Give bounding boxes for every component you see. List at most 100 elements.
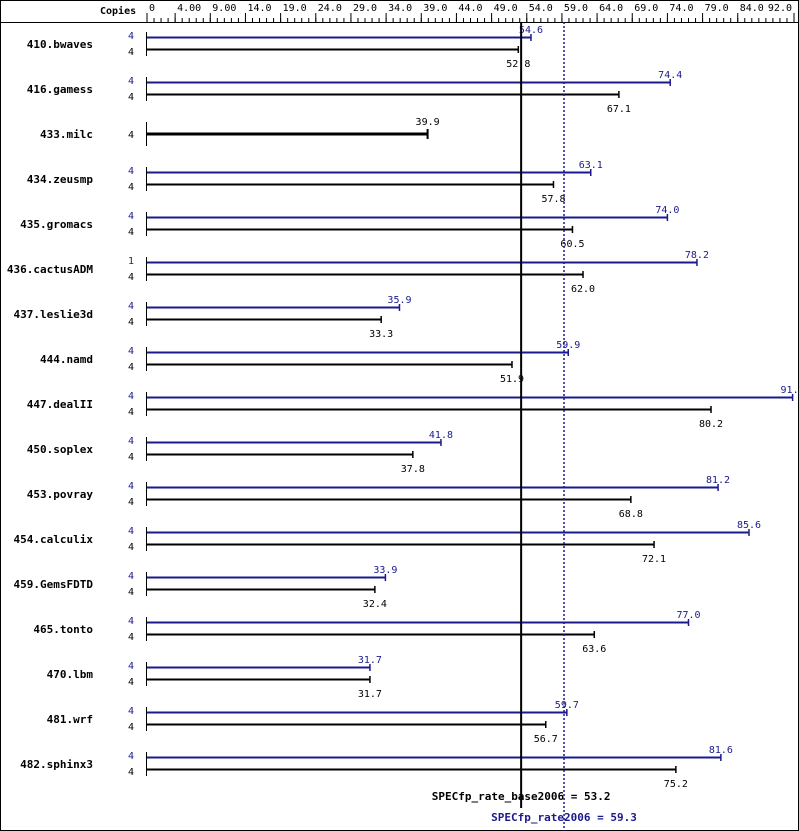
- peak-value-label: 91.8: [781, 385, 799, 396]
- peak-value-label: 63.1: [579, 160, 603, 171]
- base-copies: 4: [128, 407, 134, 418]
- peak-copies: 4: [128, 31, 134, 42]
- benchmark-label: 454.calculix: [14, 533, 94, 546]
- peak-copies: 4: [128, 526, 134, 537]
- peak-value-label: 59.9: [556, 340, 580, 351]
- peak-value-label: 31.7: [358, 655, 382, 666]
- benchmark-row: 450.soplex 4 41.8 4 37.8: [27, 430, 453, 475]
- benchmark-label: 433.milc: [40, 128, 93, 141]
- base-value-label: 51.9: [500, 374, 524, 385]
- base-value-label: 80.2: [699, 419, 723, 430]
- benchmark-label: 450.soplex: [27, 443, 94, 456]
- benchmark-label: 444.namd: [40, 353, 93, 366]
- base-value-label: 56.7: [534, 734, 558, 745]
- base-value-label: 72.1: [642, 554, 666, 565]
- base-copies: 4: [128, 130, 134, 141]
- base-value-label: 75.2: [664, 779, 688, 790]
- x-tick-label: 14.0: [247, 3, 271, 14]
- peak-copies: 4: [128, 166, 134, 177]
- x-tick-label: 74.0: [669, 3, 693, 14]
- x-tick-label: 84.0: [740, 3, 764, 14]
- base-summary-label: SPECfp_rate_base2006 = 53.2: [432, 790, 611, 803]
- peak-copies: 4: [128, 211, 134, 222]
- base-copies: 4: [128, 542, 134, 553]
- peak-value-label: 78.2: [685, 250, 709, 261]
- peak-value-label: 35.9: [387, 295, 411, 306]
- base-value-label: 33.3: [369, 329, 393, 340]
- peak-copies: 4: [128, 436, 134, 447]
- x-tick-label: 69.0: [634, 3, 658, 14]
- benchmark-label: 436.cactusADM: [7, 263, 93, 276]
- base-value-label: 63.6: [582, 644, 606, 655]
- base-value-label: 68.8: [619, 509, 643, 520]
- base-value-label: 60.5: [560, 239, 584, 250]
- x-tick-label: 79.0: [705, 3, 729, 14]
- base-value-label: 57.8: [541, 194, 565, 205]
- benchmark-label: 410.bwaves: [27, 38, 93, 51]
- x-tick-label: 49.0: [494, 3, 518, 14]
- x-tick-label: 64.0: [599, 3, 623, 14]
- benchmark-row: 465.tonto 4 77.0 4 63.6: [33, 610, 700, 655]
- copies-header: Copies: [100, 5, 136, 17]
- base-copies: 4: [128, 497, 134, 508]
- x-tick-label: 59.0: [564, 3, 588, 14]
- peak-copies: 1: [128, 256, 134, 267]
- benchmark-row: 447.dealII 4 91.8 4 80.2: [27, 385, 799, 430]
- base-copies: 4: [128, 362, 134, 373]
- benchmark-row: 416.gamess 4 74.4 4 67.1: [27, 70, 683, 115]
- base-value-label: 37.8: [401, 464, 425, 475]
- base-copies: 4: [128, 182, 134, 193]
- peak-copies: 4: [128, 706, 134, 717]
- peak-value-label: 81.2: [706, 475, 730, 486]
- x-tick-label: 54.0: [529, 3, 553, 14]
- x-tick-label: 39.0: [423, 3, 447, 14]
- base-copies: 4: [128, 722, 134, 733]
- peak-copies: 4: [128, 751, 134, 762]
- base-copies: 4: [128, 677, 134, 688]
- peak-copies: 4: [128, 571, 134, 582]
- peak-copies: 4: [128, 661, 134, 672]
- x-tick-label: 44.0: [458, 3, 482, 14]
- benchmark-row: 437.leslie3d 4 35.9 4 33.3: [14, 295, 412, 340]
- x-tick-label: 24.0: [318, 3, 342, 14]
- benchmark-row: 410.bwaves 4 54.6 4 52.8: [27, 25, 543, 70]
- x-tick-label: 29.0: [353, 3, 377, 14]
- base-copies: 4: [128, 47, 134, 58]
- base-copies: 4: [128, 227, 134, 238]
- base-copies: 4: [128, 632, 134, 643]
- base-copies: 4: [128, 272, 134, 283]
- peak-value-label: 85.6: [737, 520, 761, 531]
- x-tick-label: 19.0: [283, 3, 307, 14]
- peak-value-label: 74.4: [658, 70, 682, 81]
- peak-copies: 4: [128, 76, 134, 87]
- base-value-label: 52.8: [506, 59, 530, 70]
- base-value-label: 32.4: [363, 599, 387, 610]
- benchmark-label: 437.leslie3d: [14, 308, 93, 321]
- benchmark-label: 465.tonto: [33, 623, 93, 636]
- benchmark-label: 416.gamess: [27, 83, 93, 96]
- benchmark-row: 436.cactusADM 1 78.2 4 62.0: [7, 250, 709, 295]
- peak-copies: 4: [128, 481, 134, 492]
- peak-value-label: 59.7: [555, 700, 579, 711]
- benchmark-label: 459.GemsFDTD: [14, 578, 94, 591]
- benchmark-row: 435.gromacs 4 74.0 4 60.5: [20, 205, 679, 250]
- x-tick-label: 92.0: [768, 3, 792, 14]
- benchmark-row: 459.GemsFDTD 4 33.9 4 32.4: [14, 565, 398, 610]
- base-copies: 4: [128, 767, 134, 778]
- x-tick-label: 9.00: [212, 3, 236, 14]
- peak-value-label: 77.0: [676, 610, 700, 621]
- benchmark-label: 435.gromacs: [20, 218, 93, 231]
- peak-copies: 4: [128, 616, 134, 627]
- base-copies: 4: [128, 317, 134, 328]
- base-value-label: 62.0: [571, 284, 595, 295]
- base-value-label: 39.9: [416, 117, 440, 128]
- benchmark-label: 453.povray: [27, 488, 94, 501]
- benchmark-row: 444.namd 4 59.9 4 51.9: [40, 340, 580, 385]
- x-tick-label: 4.00: [177, 3, 201, 14]
- benchmark-label: 447.dealII: [27, 398, 93, 411]
- benchmark-row: 454.calculix 4 85.6 4 72.1: [14, 520, 762, 565]
- peak-value-label: 81.6: [709, 745, 733, 756]
- benchmark-row: 433.milc 4 39.9: [40, 117, 440, 146]
